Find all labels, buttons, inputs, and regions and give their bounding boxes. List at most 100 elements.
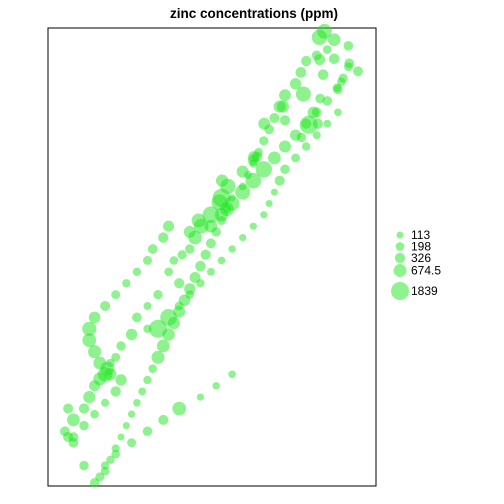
data-point: [343, 41, 354, 51]
data-point: [254, 147, 263, 157]
data-point: [280, 164, 290, 175]
data-point: [279, 115, 291, 126]
data-point: [143, 301, 152, 311]
data-point: [311, 29, 328, 45]
data-point: [185, 290, 195, 299]
data-point: [68, 432, 79, 442]
chart-title: zinc concentrations (ppm): [170, 6, 338, 21]
data-point: [153, 289, 163, 300]
data-point: [89, 477, 100, 488]
data-point: [239, 233, 247, 242]
data-point: [295, 66, 307, 78]
data-point: [82, 333, 97, 348]
data-point: [195, 260, 206, 272]
data-point: [169, 256, 179, 265]
data-point: [158, 232, 169, 243]
data-point: [142, 426, 153, 437]
data-point: [302, 142, 311, 151]
data-point: [174, 301, 184, 311]
data-point: [200, 249, 211, 260]
data-point: [163, 220, 175, 232]
data-point: [311, 50, 322, 61]
data-point: [88, 345, 102, 359]
data-point: [115, 374, 127, 386]
data-point: [174, 278, 185, 289]
data-point: [148, 364, 157, 373]
data-point: [328, 53, 340, 65]
data-point: [193, 218, 209, 234]
data-point: [249, 159, 258, 168]
legend-label: 674.5: [411, 264, 441, 278]
data-point: [260, 211, 268, 219]
data-point: [196, 279, 205, 288]
data-point: [196, 393, 205, 401]
data-point: [100, 301, 111, 311]
data-point: [127, 410, 136, 418]
data-point: [202, 206, 220, 224]
legend-symbol: [391, 282, 409, 300]
data-point: [111, 352, 121, 362]
data-point: [327, 33, 341, 47]
legend-label: 326: [411, 251, 431, 265]
data-point: [206, 267, 215, 276]
data-point: [301, 55, 312, 67]
data-point: [228, 194, 236, 202]
data-point: [110, 386, 121, 397]
data-point: [278, 140, 292, 153]
data-point: [270, 188, 278, 196]
data-point: [273, 100, 286, 113]
data-point: [143, 375, 152, 385]
data-point: [255, 161, 272, 178]
data-point: [334, 108, 342, 117]
data-point: [100, 466, 110, 476]
data-point: [138, 387, 147, 396]
data-point: [177, 250, 187, 260]
data-point: [147, 244, 158, 254]
plot-frame: [47, 27, 377, 487]
data-point: [111, 449, 120, 459]
data-point: [156, 339, 170, 353]
data-point: [79, 420, 89, 431]
legend-symbol: [395, 242, 405, 251]
data-point: [344, 62, 353, 72]
legend-label: 1839: [411, 284, 438, 298]
data-point: [101, 398, 110, 407]
data-point: [90, 409, 99, 419]
data-point: [122, 422, 130, 430]
data-point: [212, 381, 220, 390]
data-point: [82, 321, 97, 336]
legend-label: 113: [411, 228, 430, 242]
data-points: [59, 23, 363, 488]
data-point: [125, 328, 138, 341]
data-point: [183, 225, 196, 238]
data-point: [323, 119, 332, 128]
data-point: [317, 69, 329, 80]
data-point: [205, 238, 216, 249]
data-point: [259, 136, 269, 146]
data-point: [249, 222, 257, 230]
data-point: [160, 309, 177, 326]
data-point: [116, 341, 126, 351]
data-point: [228, 245, 236, 253]
data-point: [185, 244, 195, 254]
data-point: [83, 391, 96, 404]
data-point: [222, 204, 232, 214]
data-point: [122, 279, 131, 288]
data-point: [79, 460, 89, 471]
legend-symbol: [396, 231, 404, 239]
data-point: [295, 86, 311, 102]
data-point: [211, 227, 221, 237]
data-point: [216, 215, 227, 226]
data-point: [333, 84, 343, 95]
data-point: [63, 403, 74, 414]
data-point: [106, 455, 115, 464]
data-point: [78, 403, 90, 414]
data-point: [132, 267, 142, 276]
data-point: [67, 413, 80, 427]
data-point: [289, 78, 302, 90]
data-point: [217, 256, 226, 265]
data-point: [238, 182, 247, 191]
data-point: [149, 319, 167, 338]
data-point: [353, 66, 363, 77]
